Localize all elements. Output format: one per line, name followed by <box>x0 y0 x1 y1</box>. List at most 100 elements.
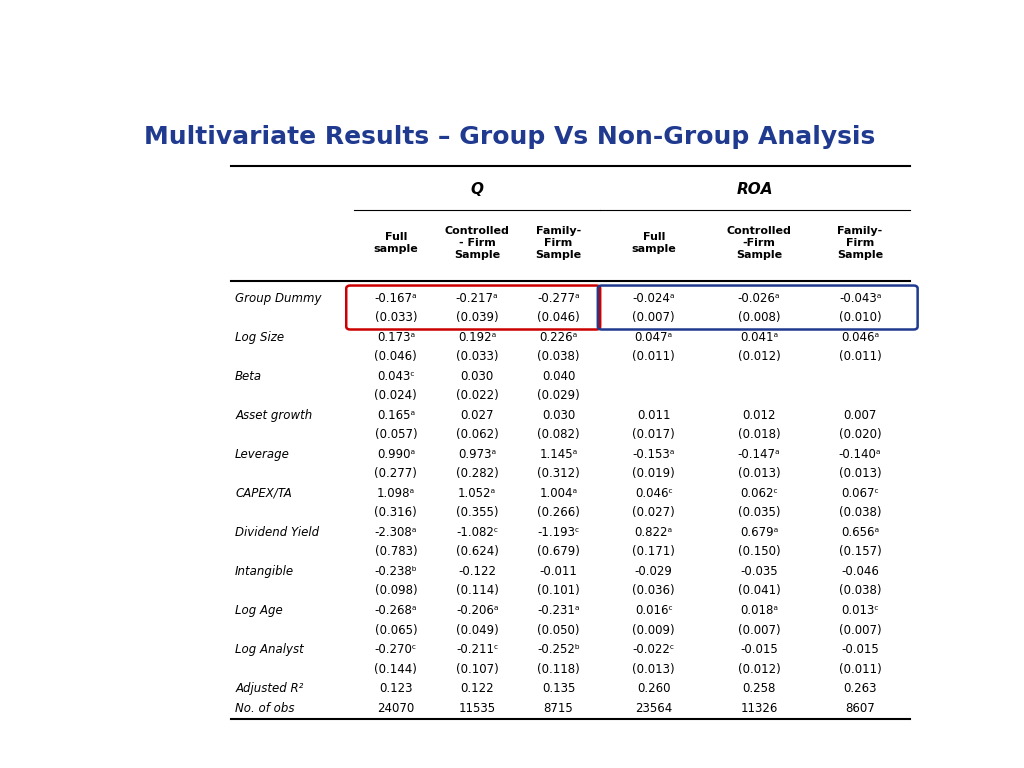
Text: (0.049): (0.049) <box>456 624 499 637</box>
Text: (0.038): (0.038) <box>538 350 580 363</box>
Text: (0.011): (0.011) <box>839 663 882 676</box>
Text: 1.004ᵃ: 1.004ᵃ <box>540 487 578 500</box>
Text: (0.033): (0.033) <box>375 311 417 324</box>
Text: -0.046: -0.046 <box>841 565 879 578</box>
Text: -0.217ᵃ: -0.217ᵃ <box>456 292 499 305</box>
Text: 0.123: 0.123 <box>379 682 413 695</box>
Text: -0.206ᵃ: -0.206ᵃ <box>456 604 499 617</box>
Text: 0.062ᶜ: 0.062ᶜ <box>740 487 778 500</box>
Text: -0.147ᵃ: -0.147ᵃ <box>737 448 780 461</box>
Text: Log Analyst: Log Analyst <box>236 643 304 656</box>
Text: Full
sample: Full sample <box>632 232 676 254</box>
Text: 0.046ᵃ: 0.046ᵃ <box>841 331 880 344</box>
Text: (0.046): (0.046) <box>375 350 417 363</box>
Text: 0.226ᵃ: 0.226ᵃ <box>540 331 578 344</box>
Text: 0.656ᵃ: 0.656ᵃ <box>841 526 880 539</box>
Text: -0.153ᵃ: -0.153ᵃ <box>633 448 675 461</box>
Text: 0.258: 0.258 <box>742 682 775 695</box>
Text: (0.024): (0.024) <box>375 389 417 402</box>
Text: (0.038): (0.038) <box>839 584 882 598</box>
Text: 0.030: 0.030 <box>542 409 575 422</box>
Text: ROA: ROA <box>736 182 773 197</box>
Text: -0.252ᵇ: -0.252ᵇ <box>538 643 580 656</box>
Text: 0.990ᵃ: 0.990ᵃ <box>377 448 415 461</box>
Text: -0.043ᵃ: -0.043ᵃ <box>839 292 882 305</box>
Text: (0.008): (0.008) <box>737 311 780 324</box>
Text: -1.082ᶜ: -1.082ᶜ <box>456 526 499 539</box>
Text: Intangible: Intangible <box>236 565 294 578</box>
Text: (0.098): (0.098) <box>375 584 417 598</box>
Text: (0.679): (0.679) <box>538 545 580 558</box>
Text: (0.027): (0.027) <box>633 506 675 519</box>
Text: 0.040: 0.040 <box>542 370 575 382</box>
Text: Controlled
- Firm
Sample: Controlled - Firm Sample <box>444 226 510 260</box>
Text: (0.041): (0.041) <box>737 584 780 598</box>
Text: -0.015: -0.015 <box>842 643 879 656</box>
Text: (0.009): (0.009) <box>633 624 675 637</box>
Text: 0.030: 0.030 <box>461 370 494 382</box>
Text: (0.018): (0.018) <box>737 429 780 442</box>
Text: -0.011: -0.011 <box>540 565 578 578</box>
Text: (0.013): (0.013) <box>633 663 675 676</box>
Text: (0.035): (0.035) <box>737 506 780 519</box>
Text: 0.047ᵃ: 0.047ᵃ <box>635 331 673 344</box>
Text: (0.046): (0.046) <box>538 311 580 324</box>
Text: (0.017): (0.017) <box>633 429 675 442</box>
Text: (0.624): (0.624) <box>456 545 499 558</box>
Text: (0.783): (0.783) <box>375 545 417 558</box>
Text: 0.173ᵃ: 0.173ᵃ <box>377 331 415 344</box>
Text: 0.260: 0.260 <box>637 682 671 695</box>
Text: 0.973ᵃ: 0.973ᵃ <box>458 448 497 461</box>
Text: Full
sample: Full sample <box>374 232 418 254</box>
Text: (0.157): (0.157) <box>839 545 882 558</box>
Text: (0.065): (0.065) <box>375 624 417 637</box>
Text: (0.101): (0.101) <box>538 584 580 598</box>
Text: -0.211ᶜ: -0.211ᶜ <box>456 643 499 656</box>
Text: 0.018ᵃ: 0.018ᵃ <box>740 604 778 617</box>
Text: 0.041ᵃ: 0.041ᵃ <box>740 331 778 344</box>
Text: 0.263: 0.263 <box>844 682 877 695</box>
Text: 8715: 8715 <box>544 701 573 714</box>
Text: (0.010): (0.010) <box>839 311 882 324</box>
Text: Log Size: Log Size <box>236 331 285 344</box>
Text: 0.822ᵃ: 0.822ᵃ <box>635 526 673 539</box>
Text: Controlled
-Firm
Sample: Controlled -Firm Sample <box>726 226 792 260</box>
Text: (0.144): (0.144) <box>375 663 417 676</box>
Text: 0.067ᶜ: 0.067ᶜ <box>841 487 879 500</box>
Text: -0.015: -0.015 <box>740 643 778 656</box>
Text: 11535: 11535 <box>459 701 496 714</box>
Text: CAPEX/TA: CAPEX/TA <box>236 487 292 500</box>
Text: -0.277ᵃ: -0.277ᵃ <box>538 292 580 305</box>
Text: 1.145ᵃ: 1.145ᵃ <box>540 448 578 461</box>
Text: Family-
Firm
Sample: Family- Firm Sample <box>837 226 883 260</box>
Text: 0.016ᶜ: 0.016ᶜ <box>635 604 673 617</box>
Text: Multivariate Results – Group Vs Non-Group Analysis: Multivariate Results – Group Vs Non-Grou… <box>143 124 876 149</box>
Text: (0.012): (0.012) <box>737 663 780 676</box>
Text: -0.029: -0.029 <box>635 565 673 578</box>
Text: (0.038): (0.038) <box>839 506 882 519</box>
Text: 0.135: 0.135 <box>542 682 575 695</box>
Text: (0.277): (0.277) <box>375 468 417 480</box>
Text: (0.011): (0.011) <box>633 350 675 363</box>
Text: 0.046ᶜ: 0.046ᶜ <box>635 487 673 500</box>
Text: 8607: 8607 <box>845 701 874 714</box>
Text: 23564: 23564 <box>635 701 673 714</box>
Text: 0.013ᶜ: 0.013ᶜ <box>842 604 879 617</box>
Text: -0.270ᶜ: -0.270ᶜ <box>375 643 417 656</box>
Text: -0.167ᵃ: -0.167ᵃ <box>375 292 417 305</box>
Text: 0.679ᵃ: 0.679ᵃ <box>739 526 778 539</box>
Text: Group Dummy: Group Dummy <box>236 292 322 305</box>
Text: 11326: 11326 <box>740 701 777 714</box>
Text: (0.150): (0.150) <box>737 545 780 558</box>
Text: 0.192ᵃ: 0.192ᵃ <box>458 331 497 344</box>
Text: Dividend Yield: Dividend Yield <box>236 526 319 539</box>
Text: (0.062): (0.062) <box>456 429 499 442</box>
Text: 24070: 24070 <box>377 701 415 714</box>
Text: (0.020): (0.020) <box>839 429 882 442</box>
Text: (0.011): (0.011) <box>839 350 882 363</box>
Text: -0.022ᶜ: -0.022ᶜ <box>633 643 675 656</box>
Text: (0.007): (0.007) <box>839 624 882 637</box>
Text: (0.013): (0.013) <box>737 468 780 480</box>
Text: 0.011: 0.011 <box>637 409 671 422</box>
Text: (0.012): (0.012) <box>737 350 780 363</box>
